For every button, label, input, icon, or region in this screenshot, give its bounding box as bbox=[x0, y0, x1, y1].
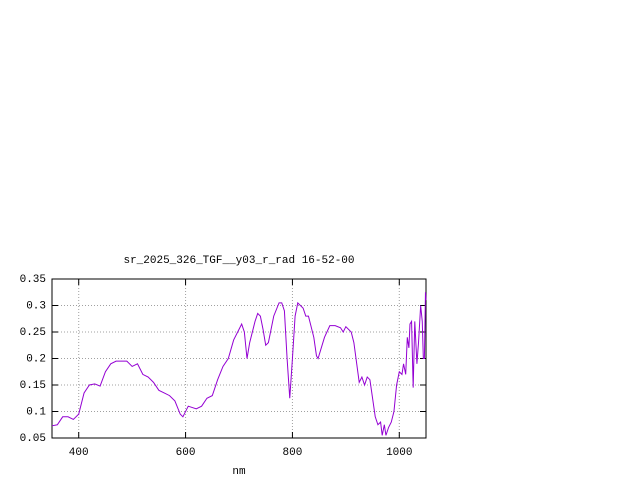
x-tick-label: 600 bbox=[176, 447, 196, 459]
chart-title: sr_2025_326_TGF__y03_r_rad 16-52-00 bbox=[123, 255, 354, 267]
x-tick-label: 400 bbox=[69, 447, 89, 459]
y-tick-label: 0.2 bbox=[26, 353, 46, 365]
x-tick-label: 800 bbox=[283, 447, 303, 459]
y-tick-label: 0.3 bbox=[26, 300, 46, 312]
y-tick-label: 0.35 bbox=[20, 274, 46, 286]
x-tick-label: 1000 bbox=[386, 447, 412, 459]
y-tick-label: 0.25 bbox=[20, 327, 46, 339]
y-tick-label: 0.15 bbox=[20, 380, 46, 392]
plot-border bbox=[51, 278, 427, 439]
y-tick-label: 0.05 bbox=[20, 433, 46, 445]
x-axis-label: nm bbox=[232, 466, 246, 478]
data-line bbox=[51, 292, 427, 436]
y-tick-label: 0.1 bbox=[26, 406, 46, 418]
